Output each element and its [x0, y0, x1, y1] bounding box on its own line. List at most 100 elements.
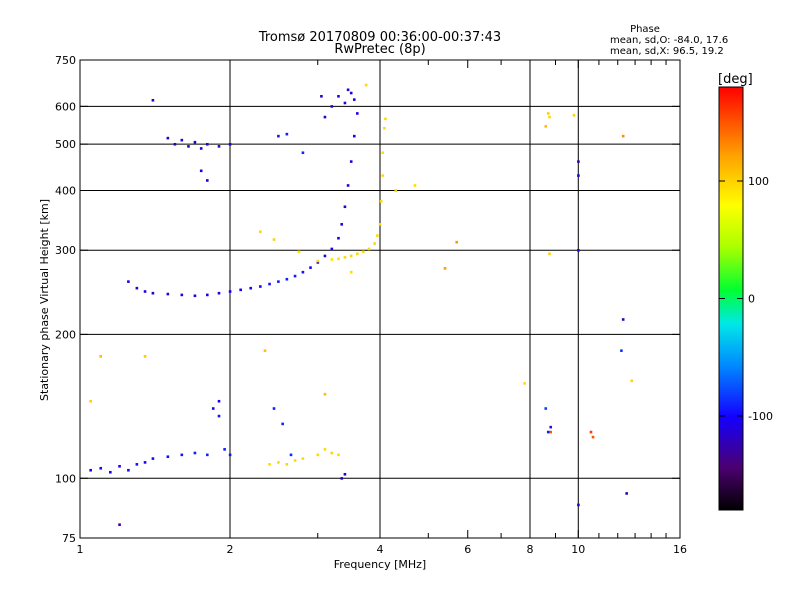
- x-mode-point: [293, 459, 297, 462]
- x-mode-point: [394, 189, 398, 192]
- x-mode-point: [443, 267, 447, 270]
- o-mode-point: [337, 94, 340, 98]
- o-mode-point: [193, 140, 197, 144]
- x-axis-title: Frequency [MHz]: [334, 558, 426, 571]
- o-mode-point: [187, 145, 190, 148]
- x-mode-point: [99, 355, 103, 358]
- o-mode-point: [217, 145, 221, 148]
- o-mode-point: [205, 142, 209, 146]
- o-mode-point: [205, 293, 209, 297]
- o-mode-point: [577, 160, 580, 163]
- o-mode-point: [223, 448, 226, 451]
- o-mode-point: [577, 503, 580, 507]
- o-mode-point: [143, 461, 147, 464]
- o-mode-point: [352, 134, 356, 138]
- o-mode-point: [544, 407, 548, 410]
- x-mode-point: [297, 250, 301, 254]
- o-mode-point: [239, 288, 242, 292]
- x-mode-point: [376, 234, 379, 237]
- o-mode-point: [135, 463, 139, 466]
- x-mode-point: [349, 254, 353, 258]
- x-mode-point: [630, 379, 634, 383]
- o-mode-point: [316, 261, 320, 264]
- o-mode-point: [309, 266, 312, 269]
- x-mode-point: [263, 349, 267, 352]
- o-mode-point: [343, 472, 347, 476]
- grid-layer: [80, 60, 680, 538]
- chart-subtitle: RwPretec (8p): [334, 42, 425, 57]
- x-mode-point: [621, 134, 625, 138]
- x-mode-point: [268, 463, 271, 466]
- o-mode-point: [217, 414, 221, 418]
- x-tick-label: 16: [673, 543, 687, 556]
- x-mode-point: [89, 399, 92, 403]
- x-mode-point: [523, 382, 526, 385]
- x-mode-point: [330, 451, 334, 455]
- x-mode-point: [549, 430, 553, 434]
- x-mode-point: [383, 126, 386, 130]
- o-mode-point: [118, 464, 121, 468]
- x-mode-point: [381, 174, 385, 177]
- x-mode-point: [349, 270, 353, 274]
- x-mode-point: [301, 457, 305, 460]
- o-mode-point: [268, 282, 271, 286]
- x-tick-label: 8: [527, 543, 534, 556]
- x-mode-point: [337, 257, 340, 261]
- o-mode-point: [259, 285, 262, 288]
- x-mode-point: [379, 199, 383, 203]
- axes: [79, 59, 681, 539]
- o-mode-point: [109, 470, 112, 474]
- o-mode-point: [166, 455, 170, 459]
- o-mode-point: [205, 179, 209, 182]
- colorbar-label: [deg]: [718, 72, 753, 87]
- x-mode-point: [548, 115, 551, 119]
- data-points: [89, 83, 634, 527]
- x-mode-point: [378, 223, 382, 226]
- o-mode-point: [143, 290, 147, 293]
- colorbar-tick-label: -100: [748, 410, 773, 423]
- o-mode-point: [625, 492, 628, 495]
- colorbar-tick-label: 0: [748, 293, 755, 306]
- o-mode-point: [211, 407, 215, 410]
- stats-heading: Phase: [630, 24, 660, 35]
- o-mode-point: [577, 174, 580, 177]
- o-mode-point: [320, 94, 323, 98]
- x-mode-point: [381, 151, 385, 155]
- o-mode-point: [346, 184, 350, 187]
- x-mode-point: [546, 112, 550, 115]
- o-mode-point: [323, 115, 327, 119]
- stats-o-mode: mean, sd,O: -84.0, 17.6: [610, 35, 728, 46]
- o-mode-point: [621, 318, 625, 321]
- o-mode-point: [293, 274, 297, 278]
- o-mode-point: [228, 142, 232, 146]
- x-mode-point: [373, 242, 376, 245]
- o-mode-point: [217, 291, 221, 295]
- y-tick-label: 100: [55, 472, 76, 485]
- x-mode-point: [355, 252, 359, 256]
- chart-title: Tromsø 20170809 00:36:00-00:37:43: [258, 30, 501, 45]
- x-mode-point: [591, 435, 595, 439]
- o-mode-point: [301, 270, 305, 274]
- y-tick-label: 200: [55, 328, 76, 341]
- o-mode-point: [249, 286, 253, 290]
- y-tick-label: 500: [55, 138, 76, 151]
- y-tick-label: 600: [55, 100, 76, 113]
- o-mode-point: [346, 88, 350, 92]
- o-mode-point: [135, 286, 139, 290]
- o-mode-point: [228, 453, 232, 457]
- x-mode-point: [323, 448, 327, 451]
- axis-labels: 1 2 4 6 8 10 16 75 100 200 300 400 500 600 750: [55, 54, 687, 556]
- o-mode-point: [285, 132, 289, 136]
- o-mode-point: [180, 293, 184, 297]
- x-tick-label: 4: [377, 543, 384, 556]
- o-mode-point: [193, 294, 197, 298]
- o-mode-point: [343, 101, 347, 105]
- o-mode-point: [330, 105, 334, 108]
- o-mode-point: [205, 453, 209, 457]
- o-mode-point: [99, 466, 103, 470]
- stats-x-mode: mean, sd,X: 96.5, 19.2: [610, 46, 724, 57]
- x-mode-point: [337, 453, 340, 457]
- x-mode-point: [259, 230, 262, 234]
- x-mode-point: [272, 238, 276, 241]
- o-mode-point: [349, 160, 353, 163]
